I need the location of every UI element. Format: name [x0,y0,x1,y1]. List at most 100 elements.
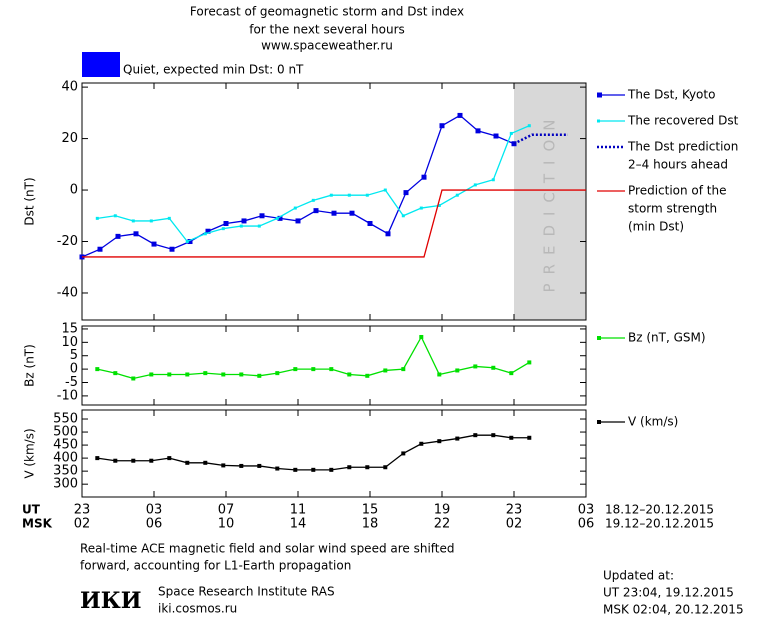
x-axis-label: UT [22,503,41,517]
data-point [457,112,463,118]
data-point [401,367,406,372]
data-point [275,371,280,376]
x-tick-label: 06 [578,517,595,532]
footer-note: forward, accounting for L1-Earth propaga… [80,559,351,573]
data-point [223,221,229,227]
data-point [365,193,369,197]
legend-label: The Dst prediction [627,140,738,154]
series-line [513,133,568,145]
data-point [455,193,459,197]
legend-label: 2–4 hours ahead [628,158,728,172]
data-point [473,364,478,369]
data-point [475,128,481,134]
y-tick-label: 15 [61,321,78,336]
legend-label: The recovered Dst [627,114,739,128]
data-point [365,373,370,378]
title-line: www.spaceweather.ru [261,39,393,53]
x-tick-label: 15 [362,503,379,518]
data-point [437,203,441,207]
data-point [275,466,280,471]
data-point [293,206,297,210]
data-point [113,214,117,218]
data-point [203,371,208,376]
data-point [203,460,208,465]
data-point [509,371,514,376]
data-point [455,368,460,373]
x-range: 18.12–20.12.2015 [605,503,714,517]
data-point [185,240,189,244]
data-point [403,190,409,196]
legend-marker [597,420,601,424]
data-point [419,206,423,210]
data-point [185,372,190,377]
legend-label: The Dst, Kyoto [627,88,715,102]
data-point [311,367,316,372]
x-tick-label: 14 [290,517,307,532]
data-point [311,467,316,472]
y-tick-label: 0 [70,183,78,198]
data-point [311,198,315,202]
data-point [167,372,172,377]
data-point [95,216,99,220]
y-tick-label: -20 [57,234,78,249]
data-point [275,216,279,220]
data-point [455,436,460,441]
data-point [95,367,100,372]
data-point [401,451,406,456]
y-tick-label: 10 [61,335,78,350]
y-axis-label: Dst (nT) [23,177,37,225]
data-point [239,463,244,468]
data-point [239,224,243,228]
data-point [313,208,319,214]
data-point [421,174,427,180]
data-point [367,221,373,227]
y-tick-label: 40 [61,80,78,95]
data-point [473,183,477,187]
x-tick-label: 22 [434,517,451,532]
data-point [293,367,298,372]
data-point [491,433,496,438]
data-point [383,368,388,373]
data-point [187,239,193,245]
y-tick-label: 550 [53,412,78,427]
data-point [527,360,532,365]
data-point [149,219,153,223]
series-line [82,189,586,258]
institute: Space Research Institute RAS [158,585,335,599]
logo: ИКИ [80,588,142,614]
data-point [527,124,531,128]
series-line [81,114,515,258]
data-point [167,456,172,461]
data-point [257,463,262,468]
data-point [419,334,424,339]
legend-marker [597,92,602,98]
y-tick-label: 300 [53,477,78,492]
data-point [221,227,225,231]
data-point [331,210,337,216]
y-axis-label: V (km/s) [23,428,37,478]
status-label: Quiet, expected min Dst: 0 nT [123,63,304,77]
data-point [347,465,352,470]
x-tick-label: 18 [362,517,379,532]
data-point [509,131,513,135]
x-range: 19.12–20.12.2015 [605,517,714,531]
data-point [205,228,211,234]
data-point [383,188,387,192]
x-tick-label: 02 [506,517,523,532]
legend-label: (min Dst) [628,220,684,234]
y-tick-label: 450 [53,438,78,453]
legend-label: V (km/s) [628,415,678,429]
data-point [95,456,100,461]
data-point [329,467,334,472]
data-point [151,241,157,247]
updated: Updated at: [603,569,674,583]
x-tick-label: 23 [74,503,91,518]
x-tick-label: 11 [290,503,307,518]
updated: UT 23:04, 19.12.2015 [603,586,734,600]
data-point [347,193,351,197]
data-point [185,460,190,465]
x-tick-label: 02 [74,517,91,532]
data-point [113,371,118,376]
series-line [97,335,530,380]
data-point [131,458,136,463]
